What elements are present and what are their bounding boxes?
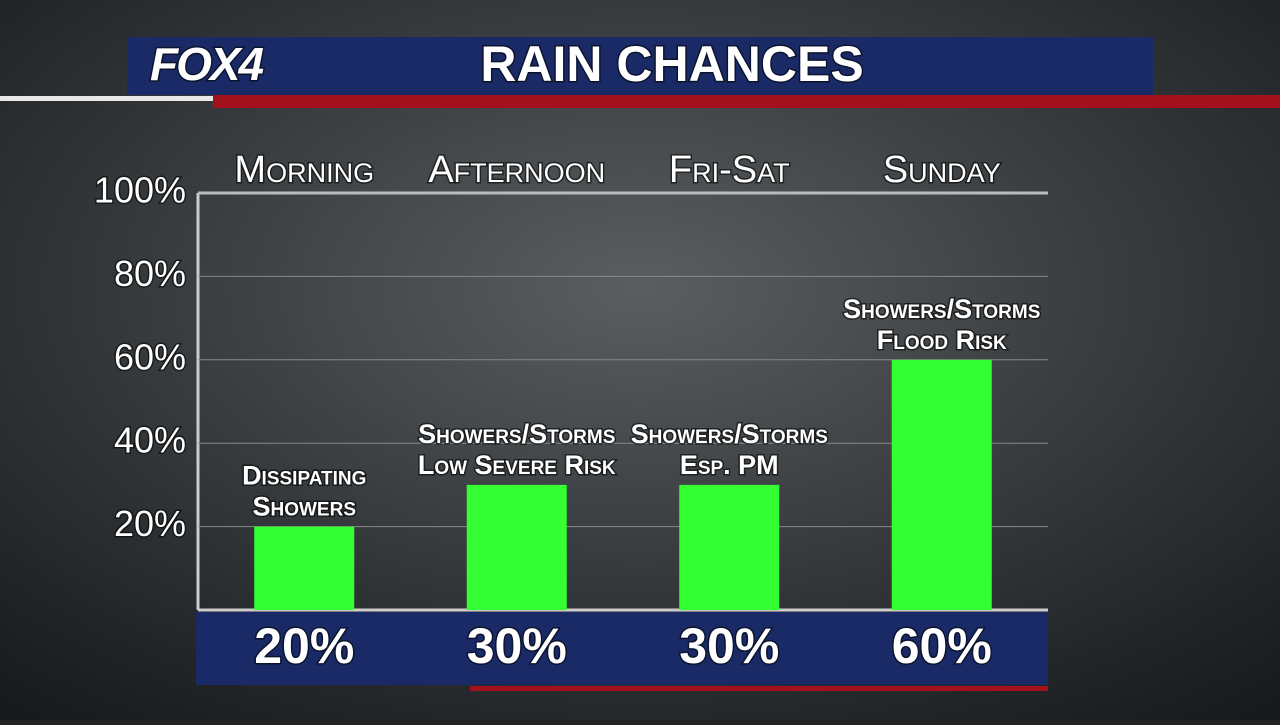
bar xyxy=(254,526,355,610)
bar-annotation: Low Severe Risk xyxy=(418,450,616,480)
y-tick-label: 100% xyxy=(94,170,186,211)
x-tick-label: Afternoon xyxy=(428,149,605,191)
value-label: 30% xyxy=(467,618,567,674)
bar-annotation: Showers/Storms xyxy=(418,419,615,449)
y-tick-label: 80% xyxy=(114,253,186,294)
y-tick-label: 20% xyxy=(114,503,186,544)
value-label: 30% xyxy=(679,618,779,674)
bar-annotation: Showers xyxy=(252,492,356,522)
value-label: 20% xyxy=(254,618,354,674)
x-tick-label: Morning xyxy=(234,149,374,191)
bar-annotation: Flood Risk xyxy=(877,325,1007,355)
y-tick-label: 40% xyxy=(114,420,186,461)
bar-annotation: Showers/Storms xyxy=(843,294,1040,324)
chart-title: RAIN CHANCES xyxy=(480,36,863,92)
value-band-stripe xyxy=(470,686,1048,691)
header-stripe xyxy=(213,95,1280,108)
value-label: 60% xyxy=(892,618,992,674)
bar xyxy=(891,359,992,610)
bar xyxy=(466,484,567,610)
bar-annotation: Dissipating xyxy=(242,461,366,491)
x-tick-label: Fri-Sat xyxy=(669,149,790,191)
header-bar xyxy=(127,37,1153,95)
bar xyxy=(679,484,780,610)
value-band xyxy=(196,612,1048,685)
bar-annotation: Esp. PM xyxy=(680,450,779,480)
x-tick-label: Sunday xyxy=(883,149,1001,191)
bar-annotation: Showers/Storms xyxy=(631,419,828,449)
y-tick-label: 60% xyxy=(114,336,186,377)
header-line xyxy=(0,96,213,101)
logo: FOX4 xyxy=(150,38,264,90)
